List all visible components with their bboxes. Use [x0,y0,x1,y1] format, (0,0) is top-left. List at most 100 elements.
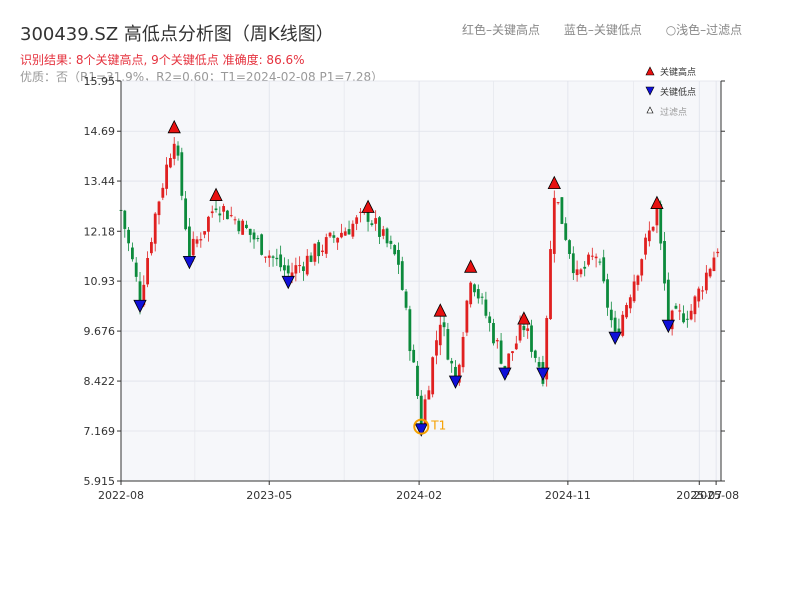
candle-body [678,310,682,312]
key-high-marker [361,199,375,213]
candle-body [184,198,188,230]
chart-legend: 关键高点 关键低点 过滤点 [645,66,696,118]
candle-body [511,351,514,354]
quality-info: 优质：否（R1=31.9%，R2=0.60；T1=2024-02-08 P1=7… [20,70,384,84]
legend-high-icon [645,66,655,76]
candle-body [469,282,473,305]
candle-body [621,314,625,336]
candle-body [461,336,465,368]
candle-body [655,207,659,226]
candle-body [400,261,404,290]
x-tick-label: 2025-07 [676,489,722,502]
candle-body [556,202,560,204]
candle-body [336,237,340,243]
candle-body [571,253,575,274]
candle-body [131,247,134,260]
candle-body [397,249,400,265]
legend-red-text: 红色–关键高点 [462,23,541,37]
candle-body [476,289,480,299]
y-tick-label: 13.44 [84,175,116,188]
candle-body [628,297,632,309]
candle-body [298,265,302,267]
candle-body [446,329,450,360]
candle-body [305,255,309,275]
candle-body [488,316,492,323]
candle-body [416,365,419,396]
candle-body [207,216,210,232]
candle-body [640,259,644,276]
candle-body [248,228,252,235]
candle-body [518,324,522,341]
candle-body [689,310,693,320]
key-high-marker [167,119,181,134]
key-high-marker [547,175,561,190]
candle-body [313,243,317,262]
t1-label: T1 [430,419,446,433]
candle-body [302,266,305,271]
y-tick-label: 5.915 [84,475,116,488]
x-tick-label: 2024-11 [545,489,591,502]
candle-body [241,220,245,235]
candle-body [134,262,138,277]
candle-body [351,223,355,237]
candle-body [507,353,511,370]
candle-body [222,206,226,212]
candle-body [260,234,264,255]
candle-body [682,313,685,323]
candle-body [275,257,279,260]
key-low-marker [661,319,675,334]
key-low-marker [182,255,197,270]
x-tick-label: 2022-08 [98,489,144,502]
candle-body [647,230,651,242]
key-low-marker [281,275,295,290]
candle-body [492,322,495,344]
candle-body [157,201,161,216]
key-point-markers: T1 [133,119,675,437]
candle-body [393,245,397,255]
candle-body [465,300,469,333]
candle-body [419,395,423,427]
key-low-marker [133,299,147,314]
candle-body [195,239,199,244]
candle-body [625,305,628,318]
y-tick-label: 12.18 [84,225,116,238]
t1-marker-ring [413,418,430,435]
candle-body [321,250,324,253]
legend-blue-text: 蓝色–关键低点 [563,23,642,37]
candle-body [575,269,579,276]
candle-body [552,197,556,254]
key-low-marker [536,367,550,381]
candle-body [533,350,537,358]
candle-body [435,340,438,356]
candle-body [514,343,518,350]
candle-body [473,284,476,293]
candle-body [606,279,609,308]
candle-body [210,211,214,214]
candle-body [214,208,218,211]
axis-ticks: 5.915 7.169 8.422 9.676 10.93 12.18 13.44 14.69… [84,75,740,502]
y-tick-label: 7.169 [84,425,116,438]
candle-body [389,240,393,244]
x-tick-label: 2023-05 [246,489,292,502]
candle-body [229,215,233,217]
candle-body [590,255,594,257]
candle-body [549,249,552,320]
candle-body [267,255,271,258]
key-low-marker [414,423,428,437]
candle-body [598,261,602,263]
candle-body [526,328,530,331]
candle-body [233,219,237,221]
candle-body [180,152,184,196]
candle-body [370,223,374,225]
candle-body [153,213,157,244]
key-low-marker [448,375,463,389]
candle-body [146,257,150,285]
candle-body [218,213,222,216]
candle-body [279,254,283,268]
candle-body [708,268,712,277]
candle-body [408,309,412,352]
candle-body [127,229,131,244]
candle-body [256,238,260,240]
candle-body [568,240,571,254]
key-low-marker [498,367,512,381]
